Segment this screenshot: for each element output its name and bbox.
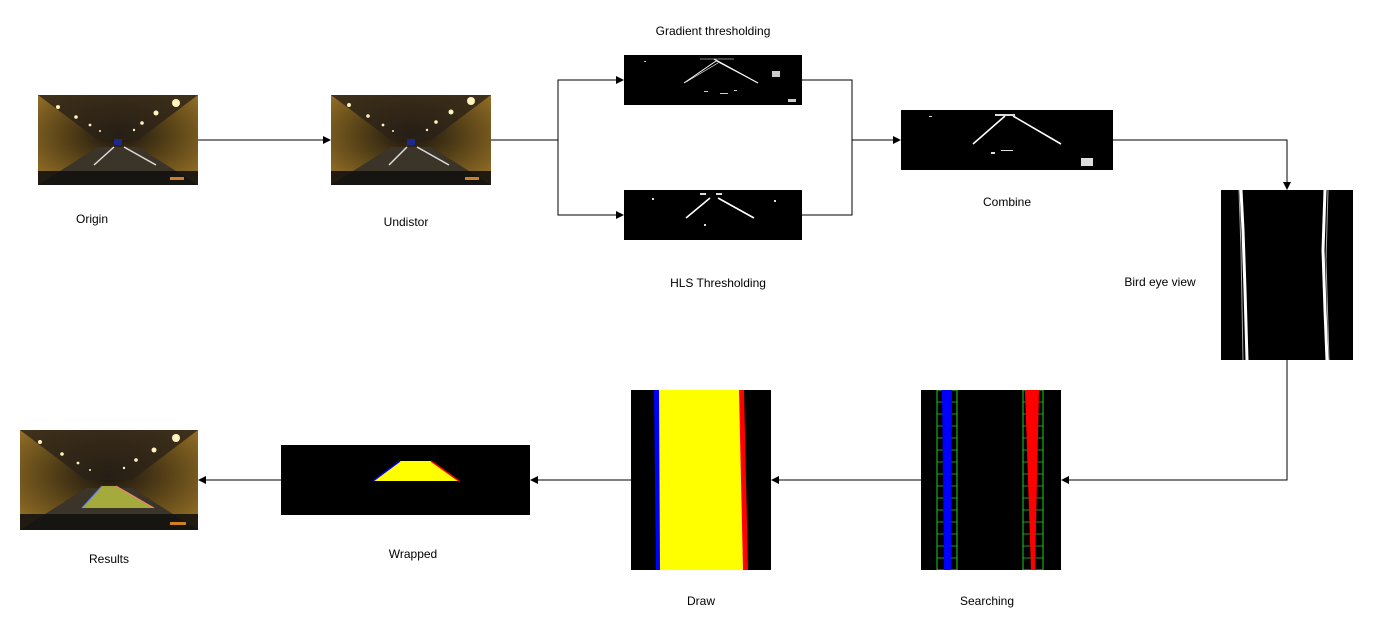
edge-undistort-hls [557,140,624,219]
gradient-threshold-image [624,55,802,105]
hls-threshold-image [624,190,802,240]
label-gradient-thresholding: Gradient thresholding [655,24,771,38]
label-draw: Draw [686,594,716,608]
edge-gradient-combine [802,79,901,144]
label-origin: Origin [75,212,109,226]
label-bird-eye-view: Bird eye view [1124,275,1196,289]
results-image [20,430,198,530]
label-undistort: Undistor [383,215,429,229]
edge-undistort-gradient [491,76,624,141]
undistort-image [331,95,491,185]
combine-image [901,110,1113,170]
label-searching: Searching [959,594,1015,608]
wrapped-image [281,445,530,515]
label-combine: Combine [982,195,1032,209]
draw-image [631,390,771,570]
label-wrapped: Wrapped [388,547,438,561]
searching-image [921,390,1061,570]
label-hls-thresholding: HLS Thresholding [670,276,766,290]
bird-eye-view-image [1221,190,1353,360]
label-results: Results [88,552,130,566]
edge-hls-combine [802,140,853,216]
edge-birdeye-searching [1061,360,1288,484]
origin-image [38,95,198,185]
edge-combine-birdeye [1113,139,1291,190]
